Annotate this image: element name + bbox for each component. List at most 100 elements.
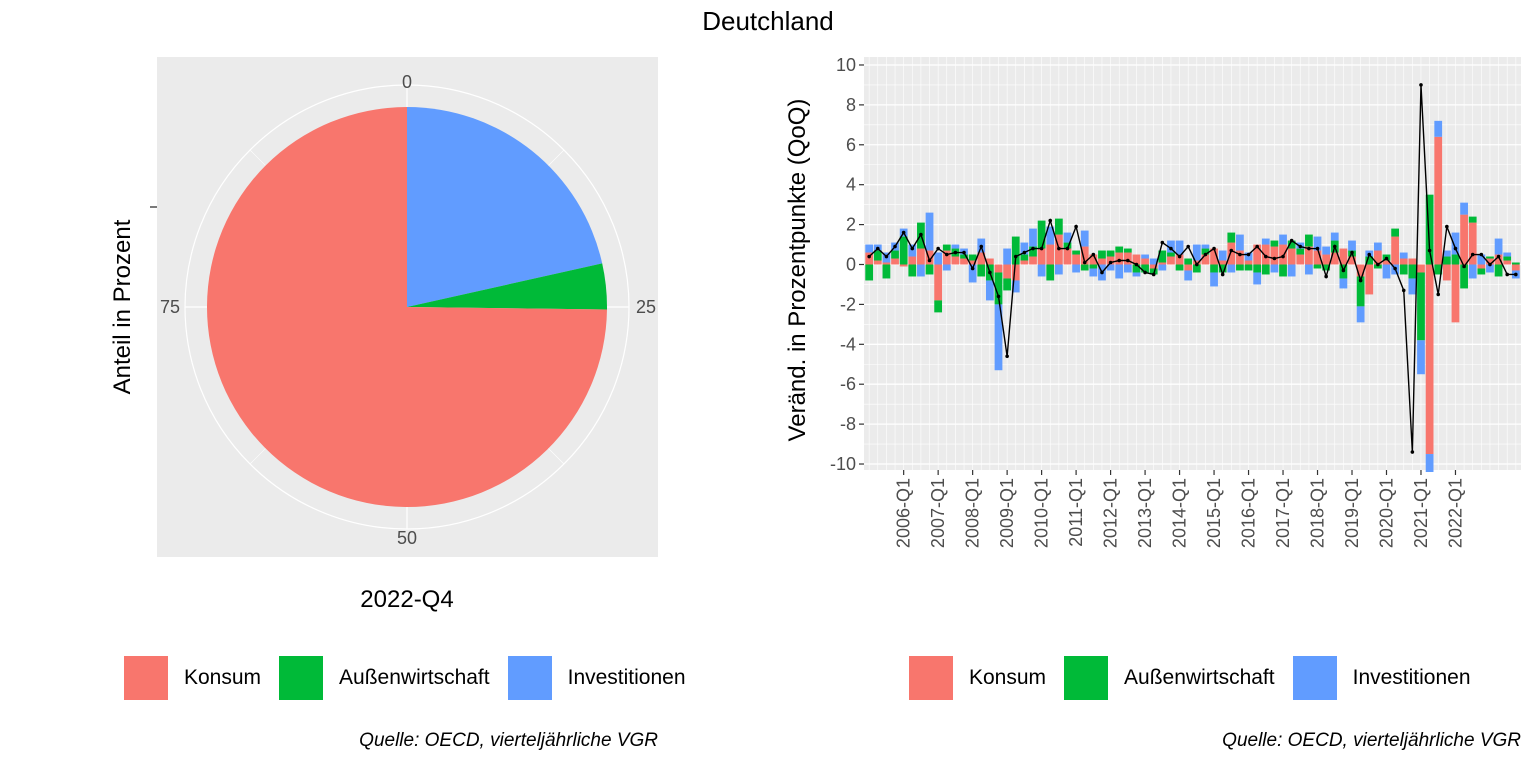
bar-investitionen (925, 212, 934, 251)
bar-investitionen (1279, 234, 1287, 245)
bar-außenwirtschaft (1442, 256, 1451, 265)
bar-konsum (1296, 254, 1305, 265)
bar-y-tick-label: -10 (830, 454, 856, 474)
bar-außenwirtschaft (1253, 264, 1262, 273)
bar-investitionen (1054, 264, 1063, 275)
bar-investitionen (1115, 264, 1124, 279)
pie-theta-tick-label: 25 (636, 297, 656, 317)
total-point (996, 294, 1001, 299)
bar-investitionen (994, 304, 1003, 371)
bar-konsum (1511, 264, 1520, 271)
total-point (910, 246, 915, 251)
bar-außenwirtschaft (1425, 194, 1434, 265)
bar-konsum (1141, 258, 1149, 265)
bar-investitionen (1080, 230, 1089, 247)
bar-konsum (1210, 248, 1218, 265)
bar-investitionen (1313, 236, 1322, 251)
bar-konsum (1322, 254, 1331, 265)
bar-außenwirtschaft (1270, 240, 1279, 247)
bar-investitionen (1460, 202, 1468, 215)
bar-konsum (917, 248, 925, 265)
legend-item-konsum: Konsum (124, 656, 263, 700)
bar-investitionen (1270, 264, 1279, 273)
bar-x-tick-label: 2018-Q1 (1308, 478, 1328, 548)
bar-außenwirtschaft (1322, 264, 1331, 271)
total-point (1514, 272, 1518, 277)
total-point (1496, 254, 1501, 259)
bar-investitionen (1175, 240, 1184, 255)
total-point (1126, 258, 1130, 263)
bar-investitionen (1408, 278, 1417, 295)
total-point (1350, 250, 1354, 255)
total-point (901, 230, 906, 235)
total-point (1289, 238, 1294, 243)
total-point (1384, 256, 1389, 261)
bar-investitionen (1244, 252, 1253, 261)
bar-investitionen (1503, 252, 1512, 257)
bar-konsum (1503, 260, 1512, 265)
total-point (919, 232, 923, 237)
legend-key (909, 656, 953, 700)
bar-konsum (1373, 250, 1382, 265)
bar-außenwirtschaft (1210, 264, 1218, 273)
bar-konsum (1477, 264, 1486, 269)
bar-außenwirtschaft (1408, 264, 1417, 279)
bar-außenwirtschaft (1054, 218, 1063, 235)
bar-konsum (1348, 256, 1356, 265)
bar-x-tick-label: 2010-Q1 (1032, 478, 1052, 548)
bar-außenwirtschaft (1115, 246, 1124, 253)
bar-investitionen (951, 244, 960, 249)
bar-y-tick-label: -2 (840, 294, 856, 314)
bar-außenwirtschaft (942, 244, 951, 251)
bar-investitionen (1348, 240, 1356, 251)
bar-investitionen (1339, 278, 1348, 289)
total-point (1238, 252, 1242, 257)
total-point (1453, 246, 1458, 251)
bar-konsum (1468, 222, 1477, 265)
bar-außenwirtschaft (1279, 264, 1287, 277)
bar-außenwirtschaft (1261, 264, 1270, 275)
bar-konsum (1184, 264, 1193, 271)
bar-investitionen (917, 264, 925, 277)
bar-x-ticks: 2006-Q1 2007-Q1 2008-Q1 2009-Q1 2010-Q1 2011-… (894, 470, 1465, 548)
bar-investitionen (1063, 232, 1072, 243)
total-point (962, 250, 966, 255)
bar-konsum (1408, 258, 1417, 265)
bar-investitionen (1218, 250, 1227, 261)
bar-konsum (1244, 260, 1253, 265)
bar-y-tick-label: 10 (836, 55, 856, 75)
pie-slice-konsum (206, 107, 607, 507)
total-point (1143, 270, 1147, 275)
bar-x-tick-label: 2020-Q1 (1376, 478, 1396, 548)
total-point (1039, 246, 1044, 251)
bar-y-tick-label: 4 (846, 175, 856, 195)
bar-x-tick-label: 2021-Q1 (1411, 478, 1431, 548)
bar-investitionen (1356, 306, 1365, 323)
total-point (1013, 254, 1018, 259)
bar-außenwirtschaft (865, 264, 874, 281)
bar-konsum (1356, 264, 1365, 277)
total-point (1074, 224, 1078, 229)
bar-y-tick-label: -4 (840, 334, 856, 354)
bar-außenwirtschaft (994, 272, 1003, 305)
bar-konsum (865, 252, 874, 265)
bar-außenwirtschaft (1365, 256, 1374, 265)
bar-konsum (1261, 244, 1270, 265)
bar-konsum (1175, 254, 1184, 265)
bar-x-tick-label: 2009-Q1 (997, 478, 1017, 548)
bar-konsum (873, 260, 882, 265)
bar-investitionen (1037, 264, 1046, 277)
legend-label: Konsum (969, 666, 1047, 689)
bar-konsum (1279, 244, 1287, 265)
bar-außenwirtschaft (1236, 264, 1244, 271)
bar-außenwirtschaft (1020, 254, 1029, 261)
bar-konsum (1417, 264, 1425, 273)
bar-außenwirtschaft (1149, 268, 1158, 275)
pie-y-axis-title: Anteil in Prozent (109, 219, 136, 394)
total-point (1358, 278, 1363, 283)
bar-außenwirtschaft (1184, 258, 1193, 265)
bar-außenwirtschaft (1356, 276, 1365, 307)
bar-investitionen (1261, 238, 1270, 245)
total-point (893, 244, 897, 249)
bar-investitionen (1003, 248, 1012, 265)
